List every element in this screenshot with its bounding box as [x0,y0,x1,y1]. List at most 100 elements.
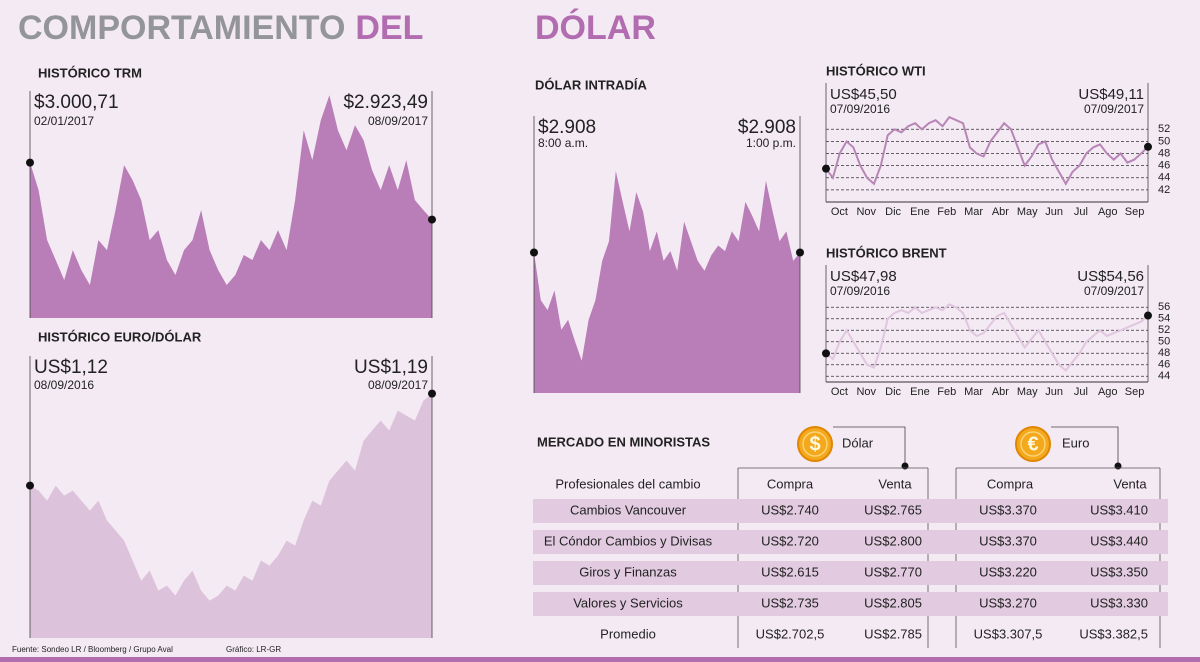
end-label: US$49,11 [1078,86,1144,103]
line [825,303,1149,372]
start-date: 07/09/2016 [830,284,890,298]
end-dot [26,481,34,490]
row-band [533,530,1168,554]
area [534,171,800,393]
bottom-strip [0,657,1200,662]
title-part: DÓLAR [535,9,656,47]
y-tick-label: 50 [1158,336,1170,348]
column-header: Profesionales del cambio [555,476,700,491]
x-tick-label: Abr [992,386,1009,398]
cell: Giros y Finanzas [579,564,677,579]
title: COMPORTAMIENTO DEL [18,9,423,47]
title-part: COMPORTAMIENTO [18,9,345,47]
start-date: 08/09/2016 [34,378,94,392]
y-tick-label: 48 [1158,347,1170,359]
x-tick-label: Jul [1074,206,1088,218]
x-tick-label: Sep [1125,206,1145,218]
cell: US$3.350 [1090,564,1148,579]
table-title: MERCADO EN MINORISTAS [537,434,710,449]
row-band [533,499,1168,523]
end-date: 07/09/2017 [1084,284,1144,298]
x-tick-label: Nov [856,206,876,218]
line [825,115,1149,186]
end-dot [1144,311,1152,320]
row-band [533,592,1168,616]
start-date: 02/01/2017 [34,114,94,128]
cell: US$3.307,5 [974,626,1043,641]
connector-dot [901,462,909,470]
panel-title: DÓLAR INTRADÍA [535,77,648,92]
start-date: 8:00 a.m. [538,136,588,150]
end-dot [428,389,436,398]
cell: US$3.410 [1090,502,1148,517]
x-tick-label: Feb [937,206,956,218]
end-dot [822,164,830,173]
panel-title: HISTÓRICO EURO/DÓLAR [38,329,202,344]
y-tick-label: 48 [1158,147,1170,159]
cell: US$2.740 [761,502,819,517]
credit: Gráfico: LR-GR [226,645,281,654]
cell: US$2.615 [761,564,819,579]
column-header: Compra [987,476,1034,491]
panel-title: HISTÓRICO TRM [38,65,142,80]
cell: US$2.805 [864,595,922,610]
x-tick-label: Jul [1074,386,1088,398]
source: Fuente: Sondeo LR / Bloomberg / Grupo Av… [12,645,173,654]
x-tick-label: Sep [1125,386,1145,398]
y-tick-label: 56 [1158,301,1170,313]
group-name: Euro [1062,435,1089,450]
y-tick-label: 50 [1158,135,1170,147]
x-tick-label: Nov [856,386,876,398]
x-tick-label: Ago [1098,206,1118,218]
cell: US$3.220 [979,564,1037,579]
end-label: $2.923,49 [343,92,428,113]
cell: US$2.800 [864,533,922,548]
cell: US$2.765 [864,502,922,517]
end-dot [26,158,34,167]
end-date: 08/09/2017 [368,114,428,128]
cell: US$2.720 [761,533,819,548]
x-tick-label: Dic [885,206,901,218]
cell: El Cóndor Cambios y Divisas [544,533,713,548]
cell: US$2.770 [864,564,922,579]
end-dot [796,248,804,257]
y-tick-label: 52 [1158,123,1170,135]
cell: US$3.370 [979,502,1037,517]
cell: US$3.382,5 [1079,626,1148,641]
cell: US$3.440 [1090,533,1148,548]
coin-symbol: $ [809,433,820,455]
cell: US$3.370 [979,533,1037,548]
start-label: US$45,50 [830,86,897,103]
cell: US$3.270 [979,595,1037,610]
x-tick-label: Jun [1045,386,1063,398]
x-tick-label: May [1017,386,1038,398]
y-tick-label: 42 [1158,184,1170,196]
end-dot [822,349,830,358]
group-name: Dólar [842,435,874,450]
x-tick-label: Abr [992,206,1009,218]
end-date: 07/09/2017 [1084,102,1144,116]
cell: Valores y Servicios [573,595,683,610]
end-label: $2.908 [738,117,796,138]
y-tick-label: 46 [1158,359,1170,371]
start-label: US$47,98 [830,268,897,285]
title-part: DEL [355,9,423,47]
x-tick-label: Ene [910,386,930,398]
area [30,393,432,638]
area [30,95,432,318]
x-tick-label: Oct [831,386,848,398]
start-label: $3.000,71 [34,92,119,113]
x-tick-label: Feb [937,386,956,398]
cell: Promedio [600,626,656,641]
end-dot [428,215,436,224]
y-tick-label: 44 [1158,370,1170,382]
end-label: US$54,56 [1077,268,1144,285]
connector [833,426,906,466]
x-tick-label: Dic [885,386,901,398]
x-tick-label: Mar [964,386,983,398]
cell: Cambios Vancouver [570,502,687,517]
cell: US$2.785 [864,626,922,641]
end-label: US$1,19 [354,357,428,378]
start-label: $2.908 [538,117,596,138]
cell: US$3.330 [1090,595,1148,610]
